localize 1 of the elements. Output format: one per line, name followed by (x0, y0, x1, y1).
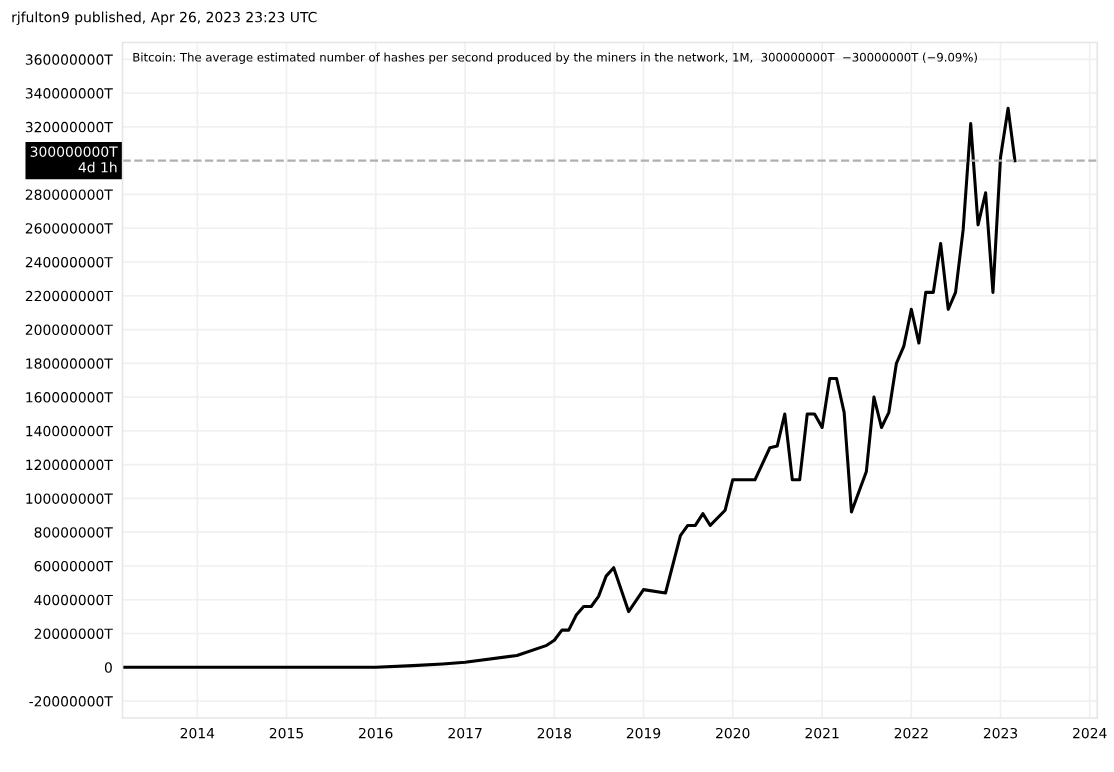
line-series (122, 106, 1017, 669)
